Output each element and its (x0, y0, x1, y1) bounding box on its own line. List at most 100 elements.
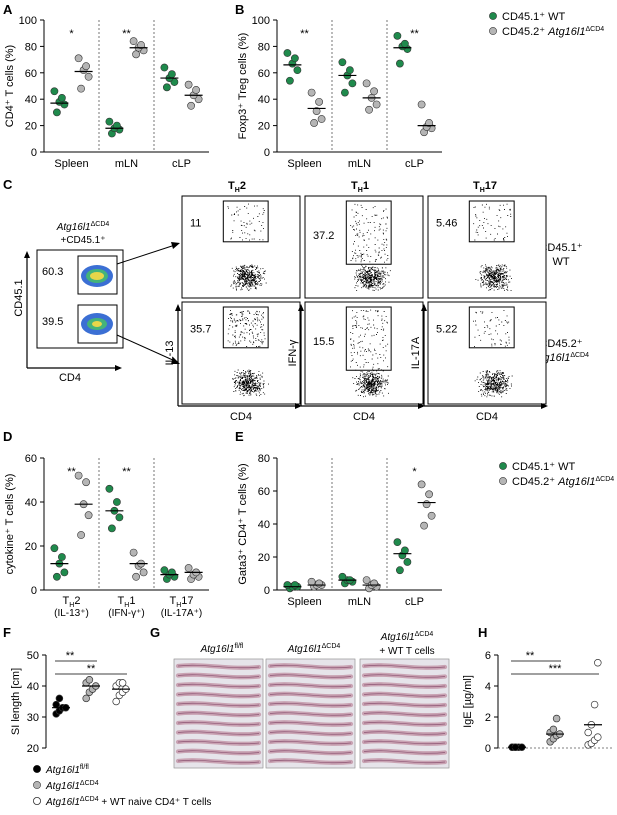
chart-a: 0 20 40 60 80 100 CD4⁺ T cells (%) Spleen * mLN **… (4, 15, 209, 170)
g-image-1-villi-edges (269, 664, 352, 764)
c-plot-r0-c0-value: 11 (190, 217, 201, 229)
c-gate-box-top (77, 255, 118, 295)
d-point-s0-c1-1 (115, 513, 124, 522)
c-ylabel-0: IL-13 (164, 340, 176, 365)
panel-letter-a: A (3, 2, 13, 17)
b-ytick-label-5: 100 (252, 15, 270, 27)
a-point-s0-c1-4 (105, 117, 114, 126)
d-point-s0-c2-4 (160, 566, 169, 575)
legend-ko-prefix-2: CD45.2⁺ (512, 476, 558, 488)
f-ytick-label-0: 20 (27, 743, 39, 755)
e-ytick-label-3: 60 (258, 486, 270, 498)
b-ytick-label-1: 20 (258, 121, 270, 133)
d-cat-label-sub-1: H (124, 602, 129, 609)
f-point-g0-5 (55, 694, 64, 703)
c-plot-r1-c0-dots (227, 309, 269, 397)
d-cat-label-main-0: T (63, 595, 70, 607)
d-cat-label-sub-0: H (69, 602, 74, 609)
h-ytick-label-1: 2 (485, 712, 491, 724)
d-ytick-label-2: 40 (25, 497, 37, 509)
a-point-s0-c0-3 (58, 93, 66, 102)
b-point-s1-c0-0 (310, 119, 318, 127)
e-point-s0-c2-4 (393, 538, 402, 547)
e-sig-2: * (412, 466, 417, 478)
chart-e: 0 20 40 60 80 Gata3⁺ CD4⁺ T cells (%) Spleen mL… (237, 453, 442, 608)
b-point-s1-c2-4 (417, 100, 426, 109)
b-point-s1-c2-3 (425, 119, 433, 127)
b-point-s1-c1-1 (372, 100, 381, 109)
c-row-label-ko-line1: CD45.2⁺ (539, 338, 582, 350)
c-plot-r1-c1-value: 15.5 (313, 336, 334, 348)
panel-letter-f: F (3, 625, 11, 640)
c-plot-r1-c1-dots (350, 309, 389, 398)
c-plot-r0-c2-gate (468, 200, 515, 243)
legend-ko-gene: Atg16l1 (547, 26, 585, 38)
b-point-s1-c0-3 (315, 97, 323, 106)
h-ytick-label-2: 4 (485, 681, 491, 693)
legend-dcd4wt-sup: ΔCD4 (80, 796, 99, 803)
e-ylabel: Gata3⁺ CD4⁺ T cells (%) (237, 463, 249, 584)
b-point-s0-c2-3 (400, 39, 409, 48)
c-col-title-th1-tail: 1 (363, 180, 369, 192)
b-ytick-label-2: 40 (258, 94, 270, 106)
a-ytick-label-1: 20 (25, 121, 37, 133)
b-point-s0-c1-3 (345, 66, 354, 75)
f-point-g0-4 (52, 700, 60, 709)
b-cat-label-1: mLN (348, 158, 371, 170)
c-plot-r1-c2-gate (468, 306, 515, 349)
c-col-title-th17: TH17 (473, 180, 497, 194)
c-col-title-th1: TH1 (351, 180, 369, 194)
c-col-title-th17-tail: 17 (485, 180, 497, 192)
b-point-s0-c1-4 (338, 58, 347, 67)
d-sig-1: ** (122, 466, 131, 478)
c-plot-r0-c1-dots (350, 203, 391, 292)
c-gate-blob-top-core (90, 272, 104, 280)
chart-f: 20 30 40 50 SI length [cm] ** ** (10, 650, 130, 755)
h-point-g2-6 (590, 700, 599, 709)
legend-top: CD45.1⁺ WT CD45.2⁺ Atg16l1ΔCD4 (489, 11, 604, 38)
c-plot-r1-c0-frame (181, 301, 301, 405)
d-cat-label-line2-2: (IL-17A⁺) (161, 608, 202, 619)
d-cat-label-1: TH1 (118, 595, 136, 609)
e-ytick-label-2: 40 (258, 519, 270, 531)
c-plot-r1-c1-frame (304, 301, 424, 405)
b-point-s0-c0-4 (283, 49, 292, 57)
c-plot-r0-c0-frame (181, 195, 301, 299)
c-gate-title-sup: ΔCD4 (91, 221, 110, 228)
a-ylabel: CD4⁺ T cells (%) (4, 45, 16, 127)
legend-flfl-label: Atg16l1fl/fl (45, 764, 89, 776)
b-point-s1-c0-4 (307, 88, 316, 97)
c-plot-r0-c0-dots (227, 203, 267, 291)
h-point-g2-3 (594, 733, 602, 741)
b-point-s1-c0-2 (312, 107, 321, 115)
g-title-2-gene: Atg16l1 (287, 644, 322, 655)
c-gate-title-line2: +CD45.1⁺ (60, 235, 105, 246)
b-point-s1-c1-0 (365, 105, 373, 114)
c-col-title-th2-tail: 2 (240, 180, 246, 192)
b-point-s0-c0-1 (293, 66, 302, 75)
legend-ko-label-2: CD45.2⁺ Atg16l1ΔCD4 (512, 476, 614, 488)
b-ytick-label-3: 60 (258, 68, 270, 80)
e-ytick-label-0: 0 (264, 585, 270, 597)
c-axis-y-arrow-1 (298, 304, 304, 311)
a-point-s0-c0-0 (53, 108, 61, 117)
e-point-s1-c2-1 (427, 511, 436, 520)
f-ytick-label-1: 30 (27, 712, 39, 724)
e-cat-label-2: cLP (405, 596, 424, 608)
b-point-s0-c1-1 (348, 79, 357, 88)
c-col-title-th2-sub: H (235, 187, 240, 194)
d-ytick-label-0: 0 (31, 585, 37, 597)
e-point-s1-c2-0 (420, 521, 428, 530)
d-point-s0-c1-4 (105, 484, 114, 493)
c-col-title-th2-main: T (228, 180, 235, 192)
legend-dcd4wt-suffix: + WT naive CD4⁺ T cells (99, 797, 212, 808)
legend-wt-marker (489, 12, 497, 20)
e-point-s1-c2-4 (417, 480, 426, 489)
f-point-g1-0 (82, 694, 90, 703)
h-point-g2-4 (584, 728, 592, 737)
b-point-s0-c0-3 (290, 54, 299, 63)
d-point-s1-c0-0 (77, 531, 85, 539)
h-ytick-label-0: 0 (485, 743, 491, 755)
legend-dcd4wt-gene: Atg16l1 (45, 797, 80, 808)
